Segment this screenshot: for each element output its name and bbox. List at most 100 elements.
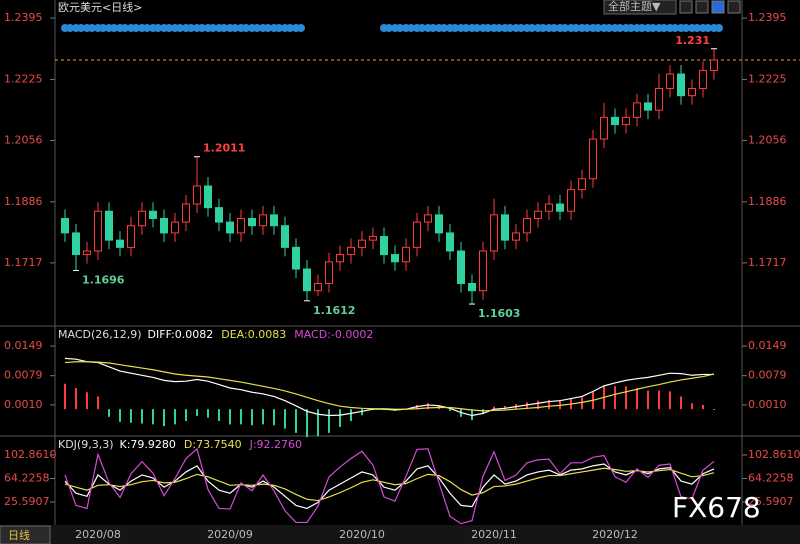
signal-dot <box>198 24 206 32</box>
y-tick-label: 64.2258 <box>748 471 794 484</box>
y-tick-label: 0.0010 <box>4 398 43 411</box>
candle-body <box>61 217 69 234</box>
candle-body <box>391 254 399 263</box>
x-tick-label: 2020/08 <box>75 528 121 541</box>
candle-body <box>688 87 696 97</box>
x-tick-label: 2020/09 <box>207 528 253 541</box>
signal-dot <box>264 24 272 32</box>
x-tick-label: 2020/11 <box>471 528 517 541</box>
signal-dot <box>176 24 184 32</box>
y-tick-label: 0.0079 <box>748 369 787 382</box>
extreme-label: 1.1696 <box>82 273 125 286</box>
signal-dot <box>242 24 250 32</box>
extreme-label: 1.1612 <box>313 304 355 317</box>
signal-dot <box>429 24 437 32</box>
signal-dot <box>682 24 690 32</box>
candle-body <box>523 217 531 234</box>
candle-body <box>413 221 421 248</box>
candle-body <box>666 73 674 89</box>
signal-dot <box>66 24 74 32</box>
period-tab[interactable] <box>0 525 51 544</box>
y-tick-label: 1.1886 <box>4 195 43 208</box>
candle-body <box>325 261 333 284</box>
legend-entry: DIFF:0.0082 <box>148 328 214 341</box>
signal-dot <box>594 24 602 32</box>
signal-dot <box>561 24 569 32</box>
y-tick-label: 1.1717 <box>4 256 43 269</box>
signal-dot <box>286 24 294 32</box>
theme-button[interactable] <box>603 0 677 15</box>
signal-dot <box>253 24 261 32</box>
y-tick-label: 1.2056 <box>4 133 43 146</box>
toolbar-icon[interactable] <box>695 0 709 14</box>
legend-entry: D:73.7540 <box>184 438 242 451</box>
extreme-label: 1.2011 <box>203 142 245 155</box>
y-tick-label: 1.1886 <box>748 195 787 208</box>
toolbar-icon[interactable] <box>711 0 725 14</box>
y-tick-label: 0.0149 <box>4 339 43 352</box>
candle-body <box>248 217 256 227</box>
candle-body <box>215 207 223 223</box>
signal-dot <box>506 24 514 32</box>
y-tick-label: 0.0149 <box>748 339 787 352</box>
signal-dot <box>396 24 404 32</box>
candle-body <box>611 116 619 126</box>
y-tick-label: 25.5907 <box>748 495 794 508</box>
candle-body <box>479 250 487 292</box>
signal-dot <box>627 24 635 32</box>
y-tick-label: 1.2056 <box>748 133 787 146</box>
signal-dot <box>220 24 228 32</box>
legend-entry: J:92.2760 <box>249 438 302 451</box>
signal-dot <box>121 24 129 32</box>
signal-dot <box>660 24 668 32</box>
candle-body <box>160 217 168 234</box>
signal-dot <box>385 24 393 32</box>
signal-dot <box>638 24 646 32</box>
toolbar-icon[interactable] <box>679 0 693 14</box>
candle-body <box>512 232 520 241</box>
bottom-bar <box>0 525 800 544</box>
indicator-line <box>64 357 714 417</box>
candle-body <box>655 87 663 111</box>
toolbar-icon[interactable] <box>727 0 741 14</box>
signal-dot <box>407 24 415 32</box>
candle-body <box>72 232 80 256</box>
signal-dot <box>605 24 613 32</box>
signal-dot <box>99 24 107 32</box>
y-tick-label: 1.2395 <box>748 11 787 24</box>
candle-body <box>534 210 542 219</box>
candle-body <box>94 210 102 252</box>
signal-dot <box>715 24 723 32</box>
y-tick-label: 102.8610 <box>748 448 800 461</box>
candle-body <box>204 185 212 209</box>
candle-body <box>182 203 190 223</box>
signal-dot <box>693 24 701 32</box>
candle-body <box>501 214 509 241</box>
signal-dot <box>77 24 85 32</box>
y-tick-label: 0.0010 <box>748 398 787 411</box>
signal-dot <box>473 24 481 32</box>
candle-body <box>193 185 201 205</box>
period-tab-label[interactable]: 日线 <box>8 528 30 542</box>
candle-body <box>292 246 300 270</box>
indicator-line <box>64 361 715 412</box>
candle-body <box>644 102 652 111</box>
signal-dot <box>517 24 525 32</box>
candle-body <box>116 239 124 248</box>
signal-dot <box>231 24 239 32</box>
candle-body <box>468 282 476 292</box>
candle-body <box>127 225 135 248</box>
theme-button-label[interactable]: 全部主题▼ <box>608 0 661 13</box>
candle-body <box>149 210 157 219</box>
candle-body <box>424 214 432 223</box>
candle-body <box>138 210 146 227</box>
y-tick-label: 1.2225 <box>748 72 787 85</box>
signal-dot <box>583 24 591 32</box>
signal-dot <box>209 24 217 32</box>
signal-dot <box>132 24 140 32</box>
indicator-line <box>64 447 715 525</box>
panel-title: 欧元美元<日线> <box>58 0 142 14</box>
